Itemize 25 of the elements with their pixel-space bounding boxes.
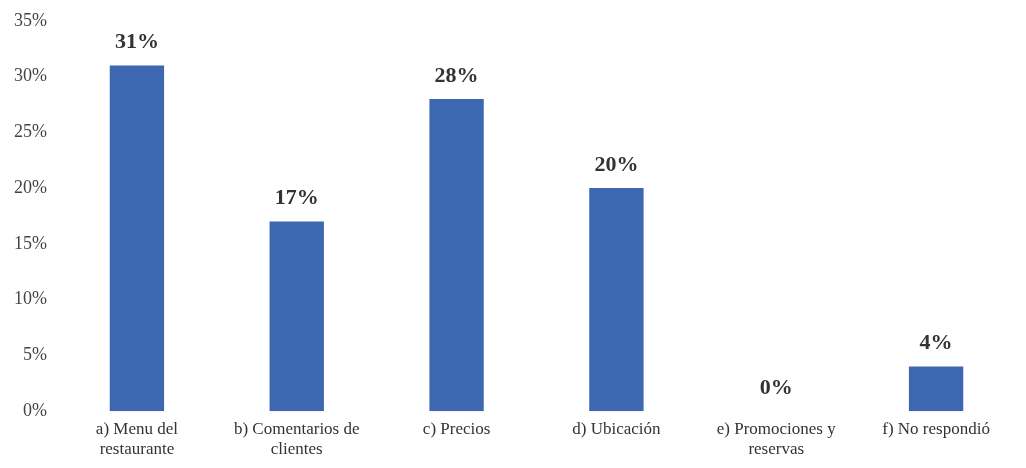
data-label: 28% [434, 61, 479, 87]
data-label: 17% [274, 184, 319, 210]
data-label: 0% [759, 373, 793, 399]
y-tick-label: 10% [13, 288, 47, 309]
y-tick-label: 25% [13, 121, 47, 142]
data-label: 31% [114, 28, 159, 54]
bar [908, 366, 964, 412]
y-tick-label: 30% [13, 65, 47, 86]
y-tick-label: 5% [22, 344, 47, 365]
y-tick-label: 0% [22, 399, 47, 420]
bar [269, 221, 324, 412]
x-tick-label: a) Menu del restaurante [95, 418, 179, 459]
bar [429, 98, 484, 412]
y-tick-label: 35% [13, 9, 47, 30]
x-tick-label: d) Ubicación [572, 418, 662, 438]
x-tick-label: c) Precios [422, 418, 491, 438]
x-tick-label: e) Promociones y reservas [716, 418, 837, 459]
x-tick-label: f) No respondió [882, 418, 990, 438]
x-tick-label: b) Comentarios de clientes [233, 418, 360, 459]
data-label: 4% [919, 329, 953, 355]
bar [109, 65, 165, 412]
y-tick-label: 20% [13, 176, 47, 197]
data-label: 20% [594, 150, 639, 176]
bar [589, 188, 644, 412]
y-tick-label: 15% [13, 232, 47, 253]
